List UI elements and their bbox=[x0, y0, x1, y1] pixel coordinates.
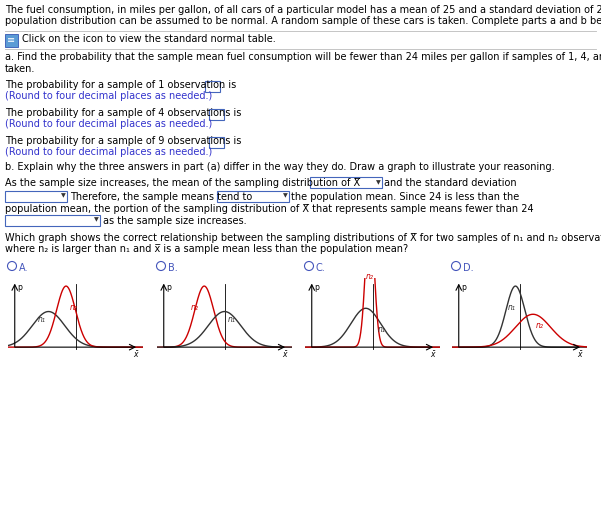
Text: taken.: taken. bbox=[5, 64, 35, 74]
Text: The probability for a sample of 4 observations is: The probability for a sample of 4 observ… bbox=[5, 107, 242, 117]
Text: Click on the icon to view the standard normal table.: Click on the icon to view the standard n… bbox=[22, 34, 276, 44]
Text: ▼: ▼ bbox=[283, 193, 288, 199]
Text: (Round to four decimal places as needed.): (Round to four decimal places as needed.… bbox=[5, 91, 212, 101]
Text: D.: D. bbox=[463, 263, 474, 273]
Bar bbox=[209, 108, 224, 119]
Bar bbox=[5, 34, 18, 47]
Bar bbox=[209, 136, 224, 147]
Text: .: . bbox=[221, 80, 224, 90]
Text: (Round to four decimal places as needed.): (Round to four decimal places as needed.… bbox=[5, 119, 212, 129]
Text: population mean, the portion of the sampling distribution of X̅ that represents : population mean, the portion of the samp… bbox=[5, 204, 534, 214]
Text: where n₂ is larger than n₁ and x̅ is a sample mean less than the population mean: where n₂ is larger than n₁ and x̅ is a s… bbox=[5, 245, 408, 255]
Text: ▼: ▼ bbox=[61, 193, 66, 199]
Text: n₁: n₁ bbox=[507, 303, 515, 312]
Text: p: p bbox=[166, 283, 171, 292]
Text: b. Explain why the three answers in part (a) differ in the way they do. Draw a g: b. Explain why the three answers in part… bbox=[5, 162, 555, 172]
Text: n₂: n₂ bbox=[536, 321, 544, 330]
Text: n₂: n₂ bbox=[191, 303, 199, 312]
Text: C.: C. bbox=[316, 263, 326, 273]
Text: (Round to four decimal places as needed.): (Round to four decimal places as needed.… bbox=[5, 147, 212, 157]
Text: a. Find the probability that the sample mean fuel consumption will be fewer than: a. Find the probability that the sample … bbox=[5, 52, 601, 62]
Text: and the standard deviation: and the standard deviation bbox=[384, 178, 517, 188]
Text: The probability for a sample of 9 observations is: The probability for a sample of 9 observ… bbox=[5, 136, 242, 146]
Bar bbox=[205, 81, 220, 92]
Bar bbox=[5, 214, 100, 225]
Text: n₂: n₂ bbox=[366, 272, 374, 281]
Text: p: p bbox=[314, 283, 319, 292]
Text: Which graph shows the correct relationship between the sampling distributions of: Which graph shows the correct relationsh… bbox=[5, 233, 601, 243]
Bar bbox=[310, 177, 382, 188]
Text: ≡: ≡ bbox=[7, 36, 16, 46]
Text: $\bar{x}$: $\bar{x}$ bbox=[133, 350, 139, 360]
Text: p: p bbox=[17, 283, 22, 292]
Text: n₁: n₁ bbox=[378, 325, 386, 334]
Text: As the sample size increases, the mean of the sampling distribution of X̅: As the sample size increases, the mean o… bbox=[5, 178, 360, 188]
Text: the population mean. Since 24 is less than the: the population mean. Since 24 is less th… bbox=[291, 191, 519, 202]
Text: B.: B. bbox=[168, 263, 178, 273]
Text: The fuel consumption, in miles per gallon, of all cars of a particular model has: The fuel consumption, in miles per gallo… bbox=[5, 5, 601, 15]
Bar bbox=[217, 191, 289, 202]
Text: Therefore, the sample means tend to: Therefore, the sample means tend to bbox=[70, 191, 252, 202]
Text: n₂: n₂ bbox=[70, 303, 78, 312]
Text: The probability for a sample of 1 observation is: The probability for a sample of 1 observ… bbox=[5, 80, 236, 90]
Text: $\bar{x}$: $\bar{x}$ bbox=[430, 350, 437, 360]
Text: n₁: n₁ bbox=[227, 314, 235, 324]
Bar bbox=[5, 191, 67, 202]
Text: $\bar{x}$: $\bar{x}$ bbox=[282, 350, 288, 360]
Text: population distribution can be assumed to be normal. A random sample of these ca: population distribution can be assumed t… bbox=[5, 16, 601, 27]
Text: p: p bbox=[462, 283, 466, 292]
Text: A.: A. bbox=[19, 263, 28, 273]
Text: as the sample size increases.: as the sample size increases. bbox=[103, 215, 246, 225]
Text: ▼: ▼ bbox=[376, 180, 380, 185]
Text: n₁: n₁ bbox=[38, 314, 46, 324]
Text: ▼: ▼ bbox=[94, 217, 99, 223]
Text: $\bar{x}$: $\bar{x}$ bbox=[577, 350, 584, 360]
